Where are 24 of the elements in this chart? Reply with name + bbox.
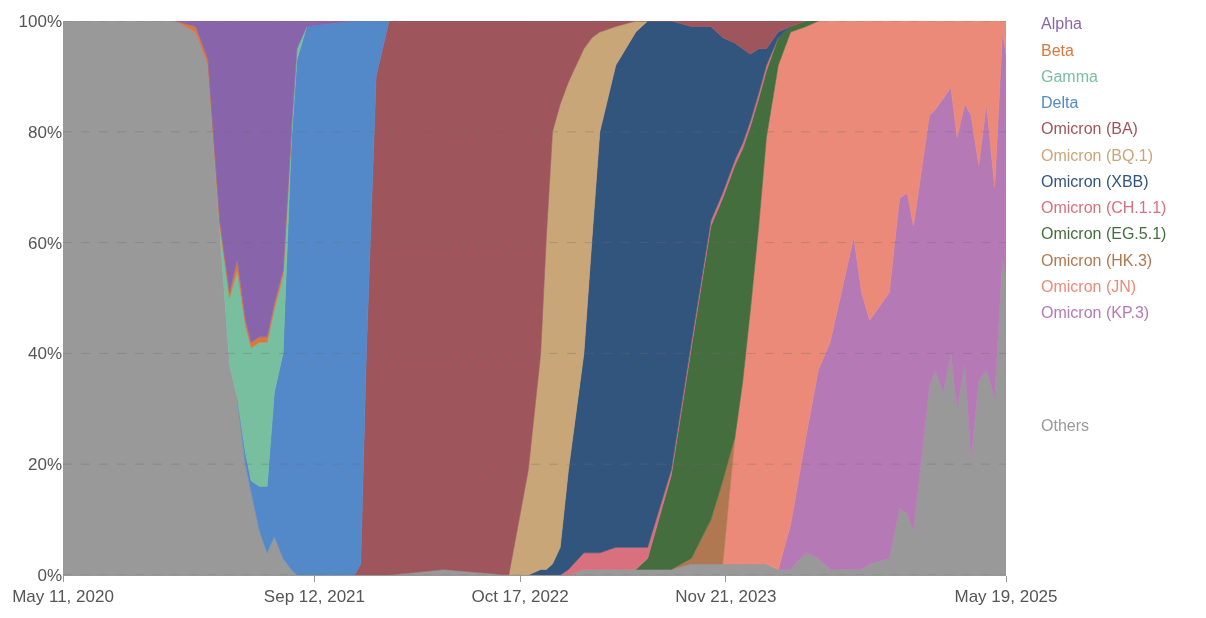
text: Others — [1041, 417, 1090, 434]
y-tick-label: 0% — [37, 565, 62, 585]
x-tick-label: Sep 12, 2021 — [263, 587, 366, 607]
y-tick-label: 40% — [27, 344, 62, 364]
text: Omicron (JN) — [1041, 278, 1137, 295]
x-tick-label: May 19, 2025 — [954, 587, 1058, 607]
text: Omicron (HK.3) — [1041, 252, 1153, 269]
text: Gamma — [1041, 68, 1098, 85]
text: Omicron (BA) — [1041, 120, 1138, 137]
y-tick-label: 60% — [27, 233, 62, 253]
y-tick-label: 80% — [27, 122, 62, 142]
text: Omicron (BQ.1) — [1041, 147, 1154, 164]
x-tick-label: Oct 17, 2022 — [471, 587, 569, 607]
y-tick-label: 20% — [27, 455, 62, 475]
y-tick-label: 100% — [18, 11, 62, 31]
text: Delta — [1041, 94, 1079, 111]
text: Omicron (EG.5.1) — [1041, 225, 1167, 242]
x-tick-label: Nov 21, 2023 — [675, 587, 777, 607]
x-tick-label: May 11, 2020 — [12, 587, 114, 607]
text: Beta — [1041, 42, 1075, 59]
text: Alpha — [1041, 15, 1083, 32]
text: Omicron (CH.1.1) — [1041, 199, 1167, 216]
text: Omicron (KP.3) — [1041, 304, 1150, 321]
text: Omicron (XBB) — [1041, 173, 1149, 190]
